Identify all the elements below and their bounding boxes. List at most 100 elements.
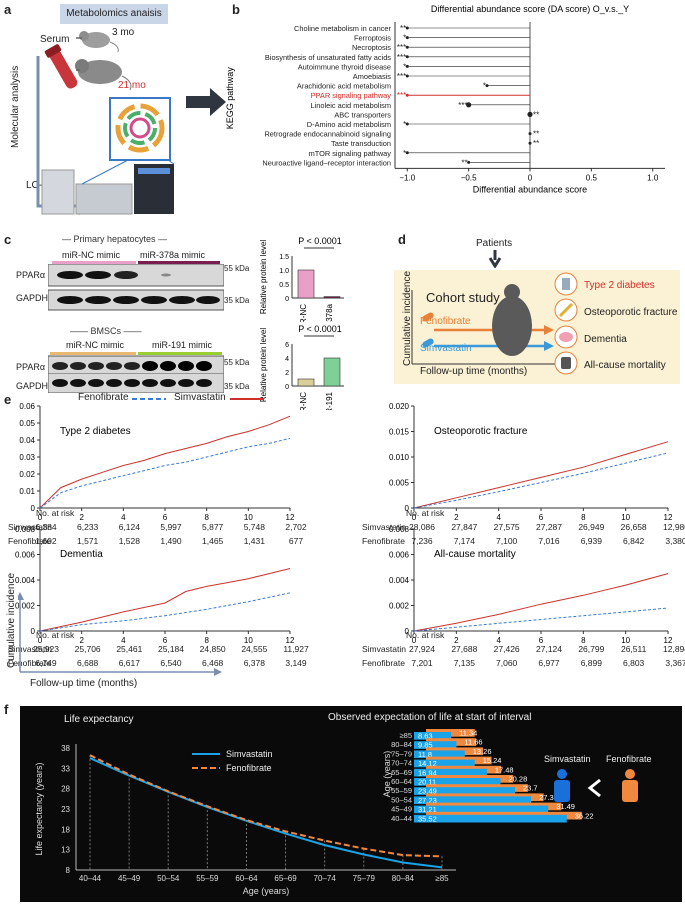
bar-ytick-label: 0.5 (279, 282, 289, 289)
risk-value-sim: 6,233 (77, 522, 99, 532)
chart-b-category-label: PPAR signaling pathway (311, 91, 392, 100)
chart-b-significance: *** (397, 53, 406, 62)
feno-figure-label: Fenofibrate (606, 754, 652, 764)
cum-inc-label-e: Cumulative incidence (6, 572, 17, 668)
risk-value-sim: 27,575 (493, 522, 520, 532)
chart-b-category-label: Biosynthesis of unsaturated fatty acids (265, 53, 391, 62)
f-xtick-label: 60–64 (235, 874, 258, 883)
chart-b-point (405, 151, 409, 155)
km-title: Dementia (60, 549, 103, 560)
outcome-t2d: Type 2 diabetes (584, 280, 655, 291)
bar-category-label: miR-191 (325, 391, 334, 410)
km-xtick-label: 10 (244, 513, 253, 522)
bar-pvalue: P < 0.0001 (298, 324, 342, 334)
f-ytick-label: 28 (61, 785, 70, 794)
km-xtick-label: 6 (539, 513, 544, 522)
km-xtick-label: 6 (163, 513, 168, 522)
cohort-study-label: Cohort study (426, 290, 500, 305)
f-ytick-label: 33 (61, 764, 70, 773)
mimic-nc-label-2: miR-NC mimic (66, 340, 124, 350)
f-bar-sim-value: 8.63 (418, 732, 433, 741)
chart-b-category-label: Arachidonic acid metabolism (297, 82, 391, 91)
km-ytick-label: 0 (31, 627, 36, 636)
km-ytick-label: 0.05 (19, 419, 35, 428)
risk-value-sim: 12,980 (663, 522, 685, 532)
chart-b-point (528, 132, 532, 136)
risk-value-sim: 28,086 (409, 522, 435, 532)
km-title: Type 2 diabetes (60, 426, 131, 437)
legend-line-simvastatin (230, 398, 264, 400)
relative-protein-bar-chart-2: 0 2 4 6 Relative protein level P < 0.0001 miR-… (259, 324, 344, 410)
chart-b-xtick-label: −0.5 (461, 173, 477, 182)
f-bars-ylabel: Age (years) (382, 751, 392, 798)
hepatocytes-label: — Primary hepatocytes — (62, 234, 168, 244)
chart-b-significance: * (483, 82, 486, 91)
ppara-label-2: PPARα (16, 362, 46, 372)
km-xtick-label: 12 (286, 513, 295, 522)
risk-value-feno: 6,540 (160, 658, 182, 668)
chart-b-category-label: Taste transduction (331, 139, 391, 148)
old-mouse-icon (75, 59, 132, 91)
fenofibrate-person-icon (622, 769, 638, 802)
legend-simvastatin-e: Simvastatin (174, 392, 226, 403)
km-ytick-label: 0.002 (389, 602, 410, 611)
bar-category-label: miR-NC (299, 304, 308, 322)
f-legend-sim: Simvastatin (226, 749, 273, 759)
followup-label-e: Follow-up time (months) (30, 678, 138, 689)
f-xtick-label: 75–79 (353, 874, 376, 883)
risk-value-feno: 6,688 (77, 658, 99, 668)
km-ytick-label: 0.01 (19, 487, 35, 496)
f-xtick-label: 70–74 (314, 874, 337, 883)
chart-b-category-label: D-Amino acid metabolism (307, 120, 391, 129)
young-mouse-icon (79, 31, 119, 53)
risk-value-sim: 27,688 (451, 644, 478, 654)
chart-b-category-label: ABC transporters (334, 110, 391, 119)
bar-ylabel: Relative protein level (259, 328, 268, 402)
bar-pvalue: P < 0.0001 (298, 236, 342, 246)
km-chart-fracture: 0 0.005 0.010 0.015 0.020 0 2 4 6 8 10 12 Osteoporot… (389, 402, 673, 522)
km-xtick-label: 2 (454, 636, 459, 645)
km-line-simvastatin (39, 415, 291, 509)
km-ytick-label: 0.020 (389, 402, 410, 411)
km-ytick-label: 0.006 (389, 551, 410, 560)
f-xtick-label: 50–54 (157, 874, 180, 883)
chart-b-point (467, 160, 471, 164)
f-bar-simvastatin (414, 787, 516, 795)
risk-value-sim: 5,997 (160, 522, 182, 532)
chart-b-category-label: Necroptosis (352, 43, 391, 52)
chart-b-category-label: Linoleic acid metabolism (310, 101, 391, 110)
chart-b-point (405, 55, 409, 59)
chart-b-xtick-label: 0.5 (586, 173, 598, 182)
f-bar-simvastatin (414, 768, 487, 777)
chart-b-significance: ** (533, 110, 539, 119)
f-bar-feno-value: 36.22 (575, 811, 594, 820)
legend-fenofibrate-e: Fenofibrate (78, 392, 129, 403)
chart-b-significance: *** (397, 91, 406, 100)
chart-b-category-label: mTOR signaling pathway (309, 149, 392, 158)
bar-category-label: miR-378a (325, 303, 334, 322)
km-xtick-label: 2 (79, 513, 84, 522)
western-blots (48, 264, 224, 384)
chart-b-point (405, 64, 409, 68)
chart-b-point (528, 141, 532, 145)
risk-value-sim: 27,847 (451, 522, 478, 532)
risk-value-feno: 7,236 (411, 536, 433, 546)
chart-b-point (405, 26, 409, 30)
chart-b-significance: * (403, 120, 406, 129)
observed-title: Observed expectation of life at start of… (328, 712, 532, 723)
km-ytick-label: 0 (405, 627, 410, 636)
f-bar-sim-value: 35.52 (418, 814, 437, 823)
big-arrow-icon (186, 88, 226, 116)
f-bar-simvastatin (414, 759, 475, 768)
bar (297, 378, 315, 387)
km-xtick-label: 8 (581, 513, 586, 522)
simvastatin-label-d: Simvastatin (420, 343, 472, 354)
km-line-fenofibrate (413, 607, 669, 632)
f-xtick-label: ≥85 (435, 874, 449, 883)
risk-value-feno: 6,842 (623, 536, 645, 546)
chart-b-category-label: Neuroactive ligand–receptor interaction (262, 158, 391, 167)
risk-row-label-feno: Fenofibrate (362, 658, 405, 668)
f-bar-feno-value: 15.24 (483, 756, 502, 765)
risk-table: No. at risk Simvastatin Fenofibrate 28,086 7… (358, 508, 685, 552)
